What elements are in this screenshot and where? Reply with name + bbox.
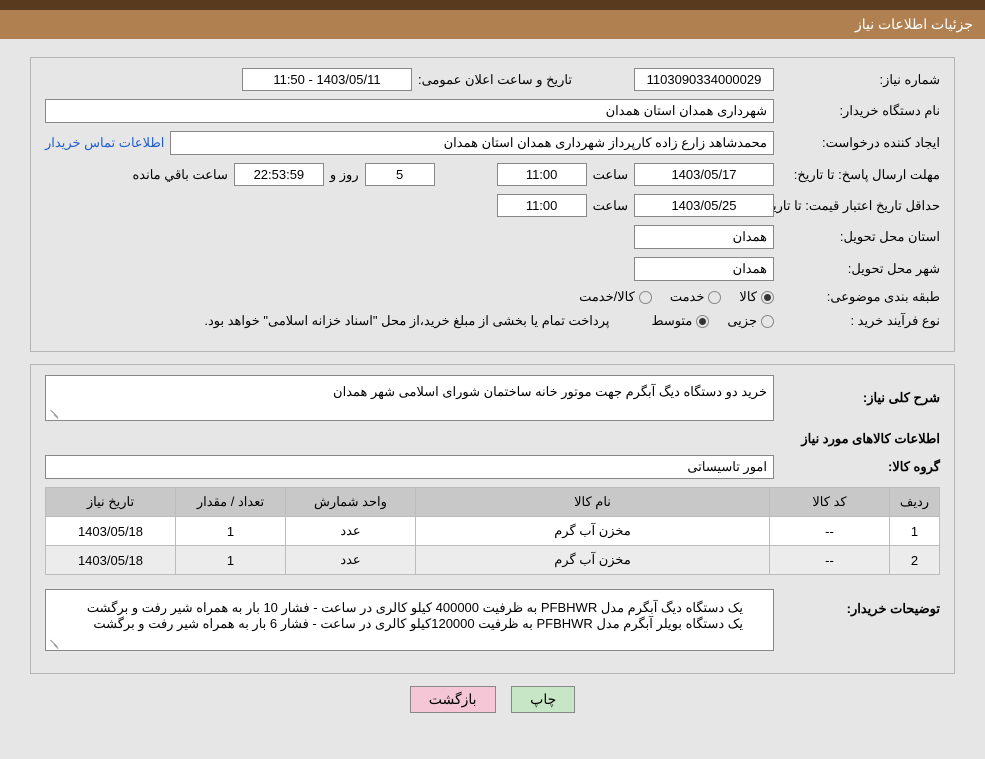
buyer-notes-label: توضیحات خریدار: [780,583,940,617]
buttons-row: چاپ بازگشت [30,686,955,713]
process-label: نوع فرآیند خرید : [780,313,940,329]
radio-goods-service[interactable]: کالا/خدمت [579,289,652,305]
time-label-1: ساعت [593,167,628,183]
process-radio-group: جزیی متوسط [651,313,774,329]
group-label: گروه کالا: [780,459,940,475]
th-qty: تعداد / مقدار [176,488,286,517]
print-button[interactable]: چاپ [511,686,575,713]
requester-label: ایجاد کننده درخواست: [780,135,940,151]
buyer-org-label: نام دستگاه خریدار: [780,103,940,119]
province: همدان [634,225,774,249]
need-number-label: شماره نیاز: [780,72,940,88]
reply-deadline-date: 1403/05/17 [634,163,774,186]
category-label: طبقه بندی موضوعی: [780,289,940,305]
radio-dot-icon [708,291,721,304]
radio-minor[interactable]: جزیی [727,313,774,329]
radio-dot-icon [761,291,774,304]
page-title-bar: جزئیات اطلاعات نیاز [0,10,985,39]
price-validity-time: 11:00 [497,194,587,217]
items-panel: شرح کلی نیاز: خرید دو دستگاه دیگ آبگرم ج… [30,364,955,674]
resize-handle-icon[interactable] [49,407,59,417]
process-note: پرداخت تمام یا بخشی از مبلغ خرید،از محل … [204,313,609,329]
th-name: نام کالا [416,488,770,517]
items-heading: اطلاعات کالاهای مورد نیاز [45,431,940,447]
page-title: جزئیات اطلاعات نیاز [855,16,973,32]
buyer-notes: یک دستگاه دیگ آبگرم مدل PFBHWR به ظرفیت … [45,589,774,651]
buyer-contact-link[interactable]: اطلاعات تماس خریدار [45,135,164,151]
buyer-org: شهرداری همدان استان همدان [45,99,774,123]
resize-handle-icon[interactable] [49,637,59,647]
requester: محمدشاهد زارع زاده کارپرداز شهرداری همدا… [170,131,774,155]
th-code: کد کالا [770,488,890,517]
group-value: امور تاسیساتی [45,455,774,479]
category-radio-group: کالا خدمت کالا/خدمت [579,289,774,305]
public-time: 1403/05/11 - 11:50 [242,68,412,91]
th-unit: واحد شمارش [286,488,416,517]
need-number: 1103090334000029 [634,68,774,91]
header-bar [0,0,985,10]
content-area: شماره نیاز: 1103090334000029 تاریخ و ساع… [0,39,985,731]
public-time-label: تاریخ و ساعت اعلان عمومی: [418,72,572,88]
radio-goods[interactable]: کالا [739,289,774,305]
radio-dot-icon [761,315,774,328]
table-row: 2 -- مخزن آب گرم عدد 1 1403/05/18 [46,546,940,575]
time-left: 22:53:59 [234,163,324,186]
radio-service[interactable]: خدمت [670,289,722,305]
items-table: ردیف کد کالا نام کالا واحد شمارش تعداد /… [45,487,940,575]
items-tbody: 1 -- مخزن آب گرم عدد 1 1403/05/18 2 -- م… [46,517,940,575]
reply-deadline-label: مهلت ارسال پاسخ: تا تاریخ: [780,167,940,183]
th-row: ردیف [890,488,940,517]
city-label: شهر محل تحویل: [780,261,940,277]
general-desc: خرید دو دستگاه دیگ آبگرم جهت موتور خانه … [45,375,774,421]
time-label-2: ساعت [593,198,628,214]
radio-medium[interactable]: متوسط [651,313,709,329]
radio-dot-icon [639,291,652,304]
general-desc-label: شرح کلی نیاز: [780,390,940,406]
price-validity-label: حداقل تاریخ اعتبار قیمت: تا تاریخ: [780,198,940,214]
city: همدان [634,257,774,281]
days-word: روز و [330,167,359,183]
remaining-label: ساعت باقي مانده [132,167,227,183]
days-left: 5 [365,163,435,186]
table-row: 1 -- مخزن آب گرم عدد 1 1403/05/18 [46,517,940,546]
province-label: استان محل تحویل: [780,229,940,245]
reply-deadline-time: 11:00 [497,163,587,186]
price-validity-date: 1403/05/25 [634,194,774,217]
back-button[interactable]: بازگشت [410,686,496,713]
radio-dot-icon [696,315,709,328]
th-date: تاریخ نیاز [46,488,176,517]
need-details-panel: شماره نیاز: 1103090334000029 تاریخ و ساع… [30,57,955,352]
